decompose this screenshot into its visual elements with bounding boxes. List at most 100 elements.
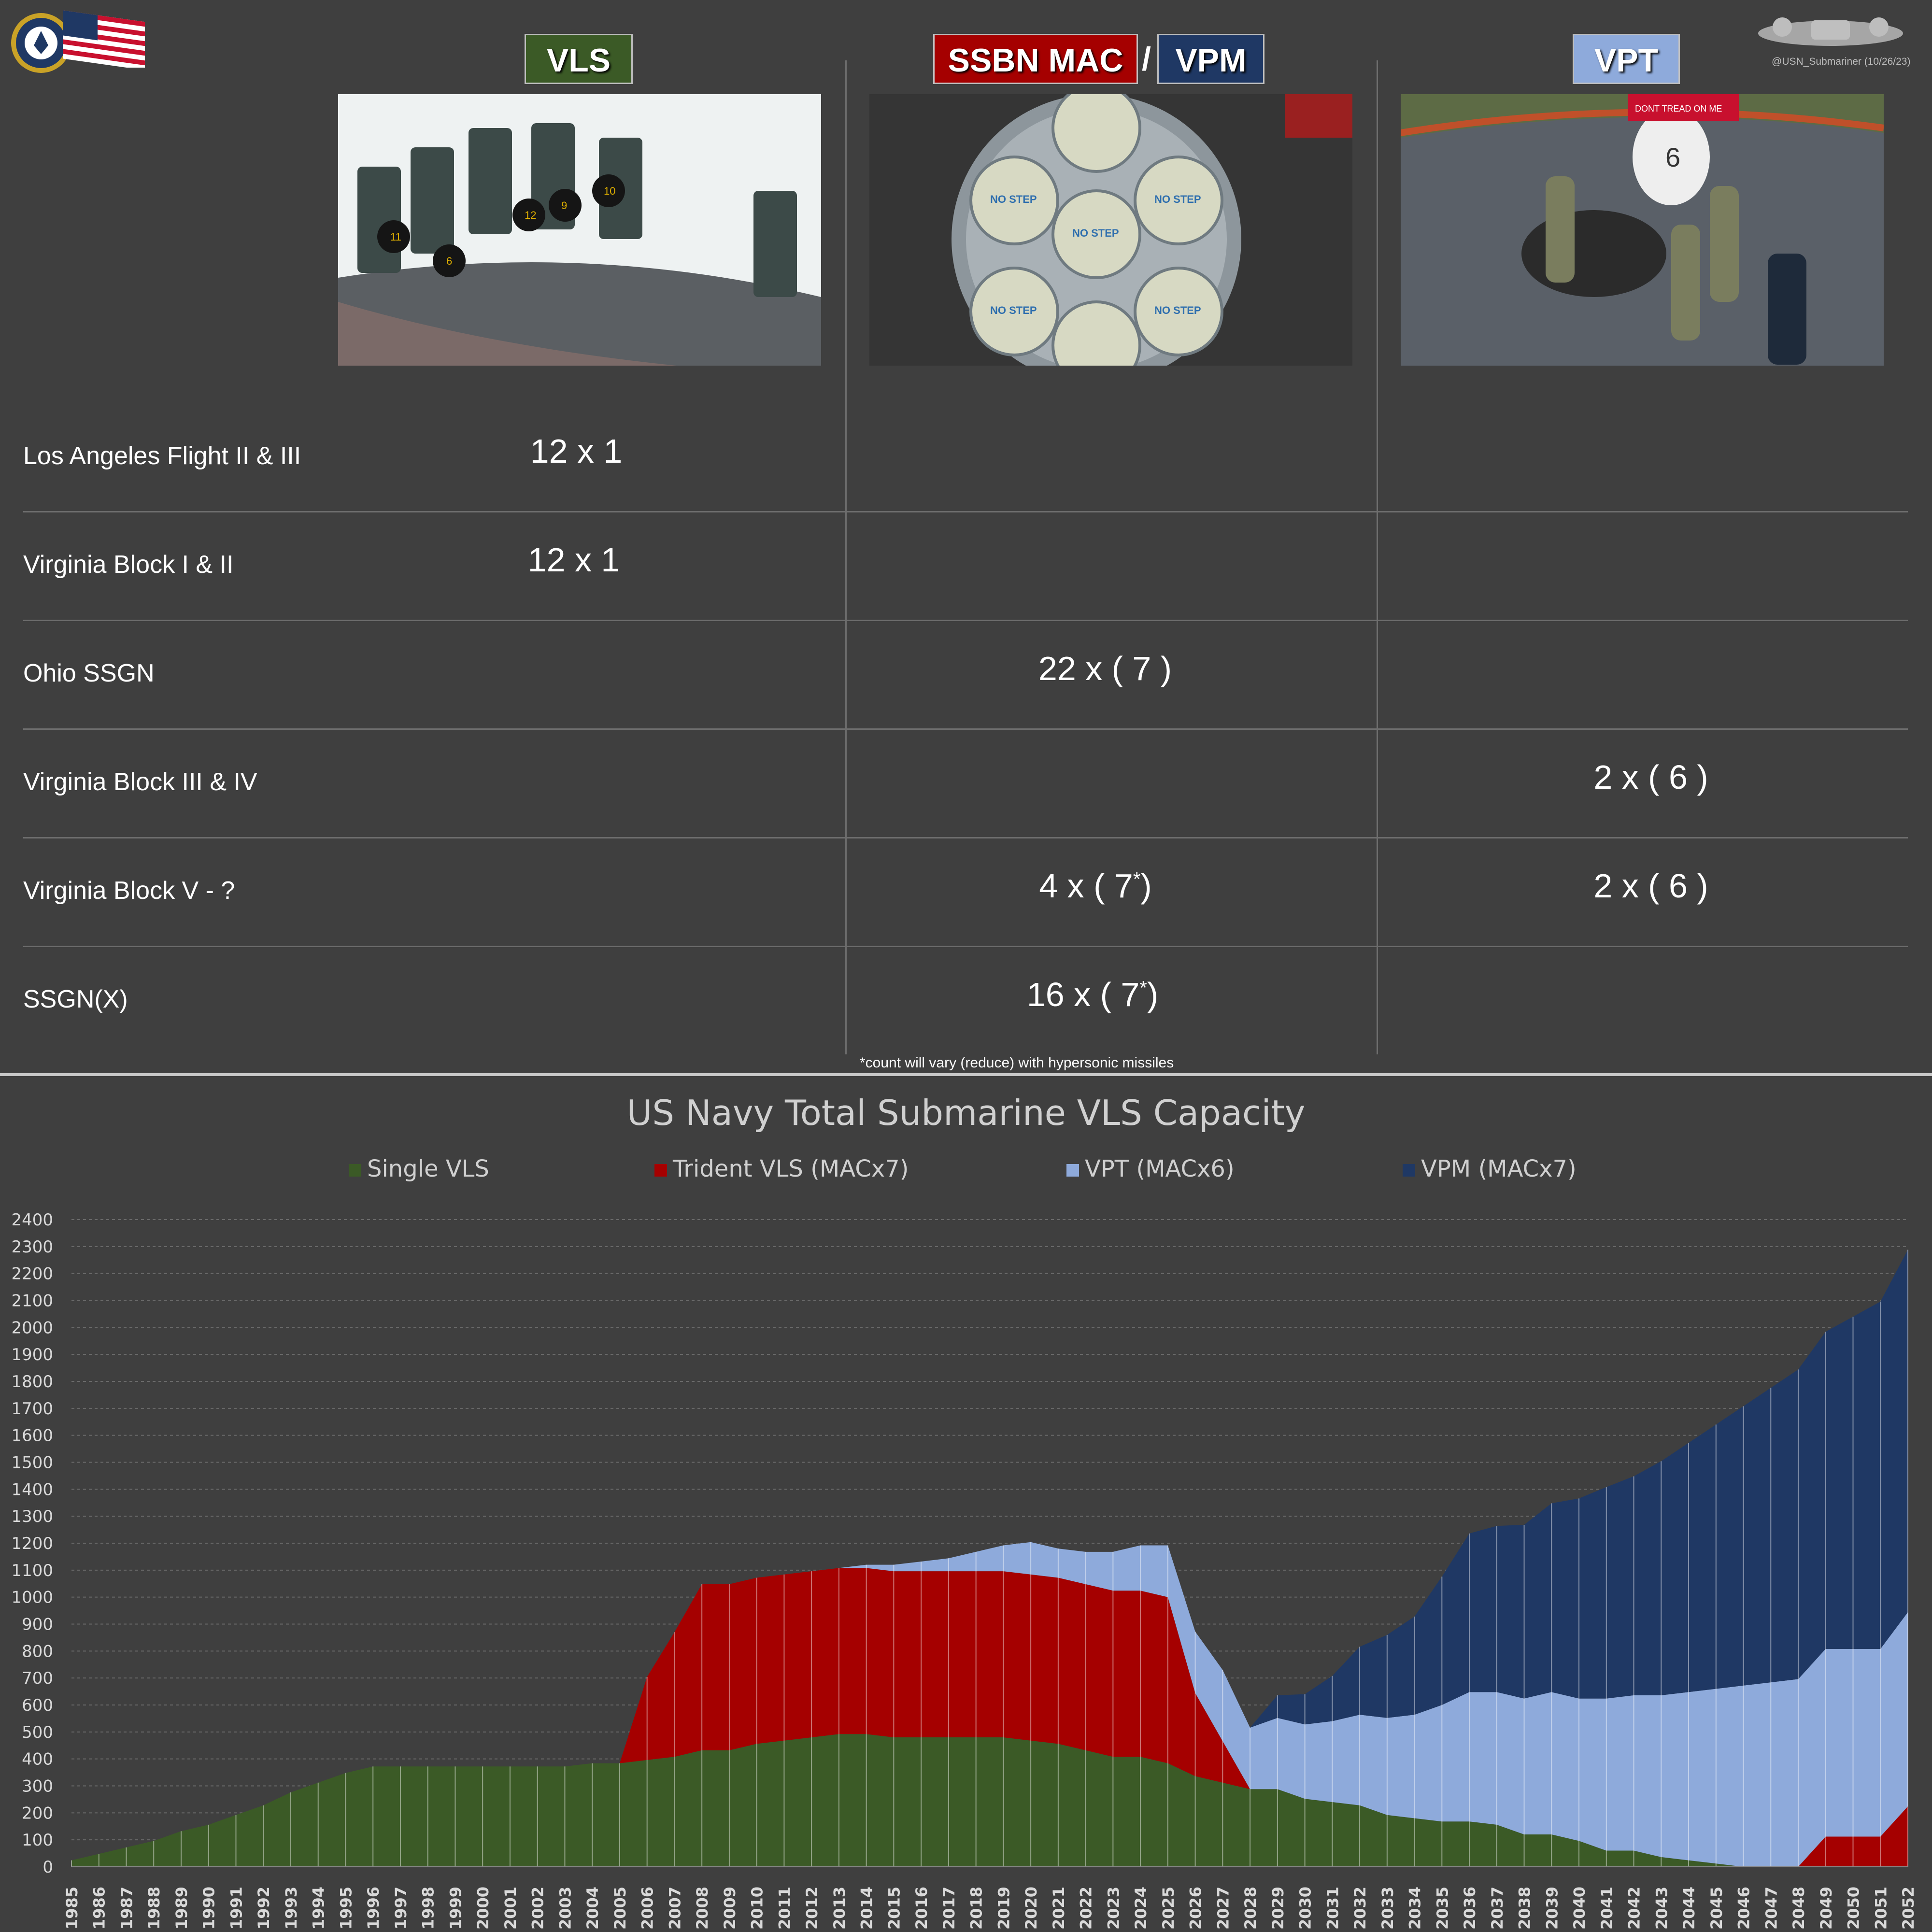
- y-tick-label: 800: [22, 1642, 53, 1661]
- mac-count-value: 16 x ( 7: [1026, 976, 1140, 1013]
- x-tick-label: 1992: [255, 1887, 273, 1930]
- x-tick-label: 2048: [1790, 1887, 1808, 1930]
- x-tick-label: 1995: [337, 1887, 355, 1930]
- row-label: Virginia Block I & II: [23, 551, 234, 579]
- tube-number-mark: 11: [390, 231, 401, 243]
- y-tick-label: 1700: [11, 1399, 53, 1419]
- x-tick-label: 2032: [1351, 1887, 1369, 1930]
- area-series-vpt: [71, 1542, 1908, 1867]
- vpm-column-header: VPM: [1157, 34, 1264, 84]
- no-step-mark: NO STEP: [990, 193, 1037, 205]
- x-tick-label: 2021: [1050, 1887, 1068, 1930]
- x-tick-label: 2033: [1378, 1887, 1397, 1930]
- vls-capacity-area-chart: 0 100 200 300 400 500 600 700 800 900 1000 1100 1200…: [11, 1210, 1918, 1930]
- legend-label: Trident VLS (MACx7): [673, 1155, 909, 1182]
- x-tick-label: 2039: [1543, 1887, 1561, 1930]
- x-tick-label: 2031: [1323, 1887, 1342, 1930]
- x-tick-label: 2011: [775, 1887, 794, 1930]
- x-tick-label: 2014: [858, 1887, 876, 1930]
- x-tick-label: 2024: [1132, 1887, 1150, 1930]
- row-divider: [23, 728, 1908, 730]
- y-tick-label: 2100: [11, 1292, 53, 1311]
- x-tick-label: 1989: [172, 1887, 191, 1930]
- section-separator: [0, 1073, 1932, 1076]
- mac-count: 4 x ( 7*): [854, 867, 1337, 905]
- row-label: Virginia Block V - ?: [23, 877, 235, 905]
- flag-text: DONT TREAD ON ME: [1635, 104, 1722, 114]
- x-tick-label: 2010: [748, 1887, 767, 1930]
- no-step-mark: NO STEP: [1072, 227, 1119, 239]
- no-step-mark: NO STEP: [1154, 193, 1201, 205]
- x-tick-label: 2035: [1433, 1887, 1451, 1930]
- no-step-mark: NO STEP: [990, 304, 1037, 316]
- y-tick-label: 1100: [11, 1561, 53, 1580]
- mac-count: 22 x ( 7 ): [1038, 650, 1172, 687]
- y-tick-label: 1500: [11, 1453, 53, 1473]
- y-tick-label: 700: [22, 1669, 53, 1688]
- x-tick-label: 2029: [1269, 1887, 1287, 1930]
- x-tick-label: 2037: [1488, 1887, 1506, 1930]
- legend-label: Single VLS: [367, 1155, 489, 1182]
- x-tick-label: 2017: [940, 1887, 958, 1930]
- x-tick-label: 2026: [1187, 1887, 1205, 1930]
- x-tick-label: 2052: [1899, 1887, 1918, 1930]
- footnote-mark: *: [1133, 868, 1141, 890]
- author-credit: @USN_Submariner (10/26/23): [1772, 56, 1911, 67]
- ssbn-mac-column-header: SSBN MAC: [933, 34, 1138, 84]
- area-series-single: [71, 1734, 1908, 1867]
- x-tick-label: 1990: [200, 1887, 218, 1930]
- y-tick-label: 1900: [11, 1345, 53, 1364]
- chart-title: US Navy Total Submarine VLS Capacity: [626, 1093, 1306, 1133]
- legend-trident-vls: Trident VLS (MACx7): [654, 1155, 909, 1182]
- tube-number-mark: 10: [604, 185, 615, 197]
- y-tick-label: 1400: [11, 1480, 53, 1499]
- x-tick-label: 2003: [556, 1887, 574, 1930]
- x-tick-label: 1991: [227, 1887, 245, 1930]
- x-tick-label: 2004: [583, 1887, 602, 1930]
- x-tick-label: 1987: [117, 1887, 136, 1930]
- legend-swatch: [654, 1164, 667, 1177]
- x-tick-label: 1996: [364, 1887, 383, 1930]
- x-tick-label: 2040: [1570, 1887, 1589, 1930]
- y-tick-label: 2300: [11, 1237, 53, 1257]
- x-tick-label: 2028: [1241, 1887, 1260, 1930]
- x-tick-label: 1998: [419, 1887, 438, 1930]
- column-divider: [1377, 60, 1378, 1054]
- x-tick-label: 2019: [994, 1887, 1013, 1930]
- x-tick-label: 2044: [1680, 1887, 1698, 1930]
- x-tick-label: 1985: [63, 1887, 81, 1930]
- column-divider: [845, 60, 847, 1054]
- x-tick-label: 2036: [1461, 1887, 1479, 1930]
- row-divider: [23, 946, 1908, 947]
- legend-vpm: VPM (MACx7): [1403, 1155, 1577, 1182]
- capacity-chart-section: US Navy Total Submarine VLS Capacity Sin…: [0, 1076, 1932, 1932]
- header-slash: /: [1142, 41, 1151, 77]
- x-tick-label: 2015: [885, 1887, 903, 1930]
- tube-number-mark: 9: [561, 199, 567, 212]
- x-tick-label: 2007: [666, 1887, 684, 1930]
- mac-count-close: ): [1147, 976, 1159, 1013]
- x-tick-label: 2013: [830, 1887, 849, 1930]
- y-tick-label: 200: [22, 1804, 53, 1823]
- mac-tube-photo: NO STEP NO STEP NO STEP NO STEP NO STEP: [869, 94, 1352, 366]
- vls-column-header: VLS: [525, 34, 633, 84]
- no-step-mark: NO STEP: [1154, 304, 1201, 316]
- x-tick-label: 2045: [1707, 1887, 1726, 1930]
- y-tick-label: 1600: [11, 1426, 53, 1446]
- x-tick-label: 2001: [501, 1887, 520, 1930]
- x-tick-label: 2049: [1817, 1887, 1835, 1930]
- row-divider: [23, 837, 1908, 838]
- vls-count: 12 x 1: [530, 432, 623, 470]
- row-label: Virginia Block III & IV: [23, 768, 257, 796]
- row-divider: [23, 511, 1908, 512]
- vpt-count: 2 x ( 6 ): [1593, 758, 1708, 796]
- tube-number-mark: 6: [446, 255, 452, 267]
- y-tick-label: 100: [22, 1831, 53, 1850]
- x-tick-label: 1988: [145, 1887, 163, 1930]
- row-label: Ohio SSGN: [23, 659, 155, 687]
- x-tick-label: 2042: [1625, 1887, 1644, 1930]
- y-tick-label: 2400: [11, 1210, 53, 1230]
- x-tick-label: 2038: [1516, 1887, 1534, 1930]
- mac-count: 16 x ( 7*): [851, 975, 1334, 1014]
- legend-label: VPT (MACx6): [1085, 1155, 1235, 1182]
